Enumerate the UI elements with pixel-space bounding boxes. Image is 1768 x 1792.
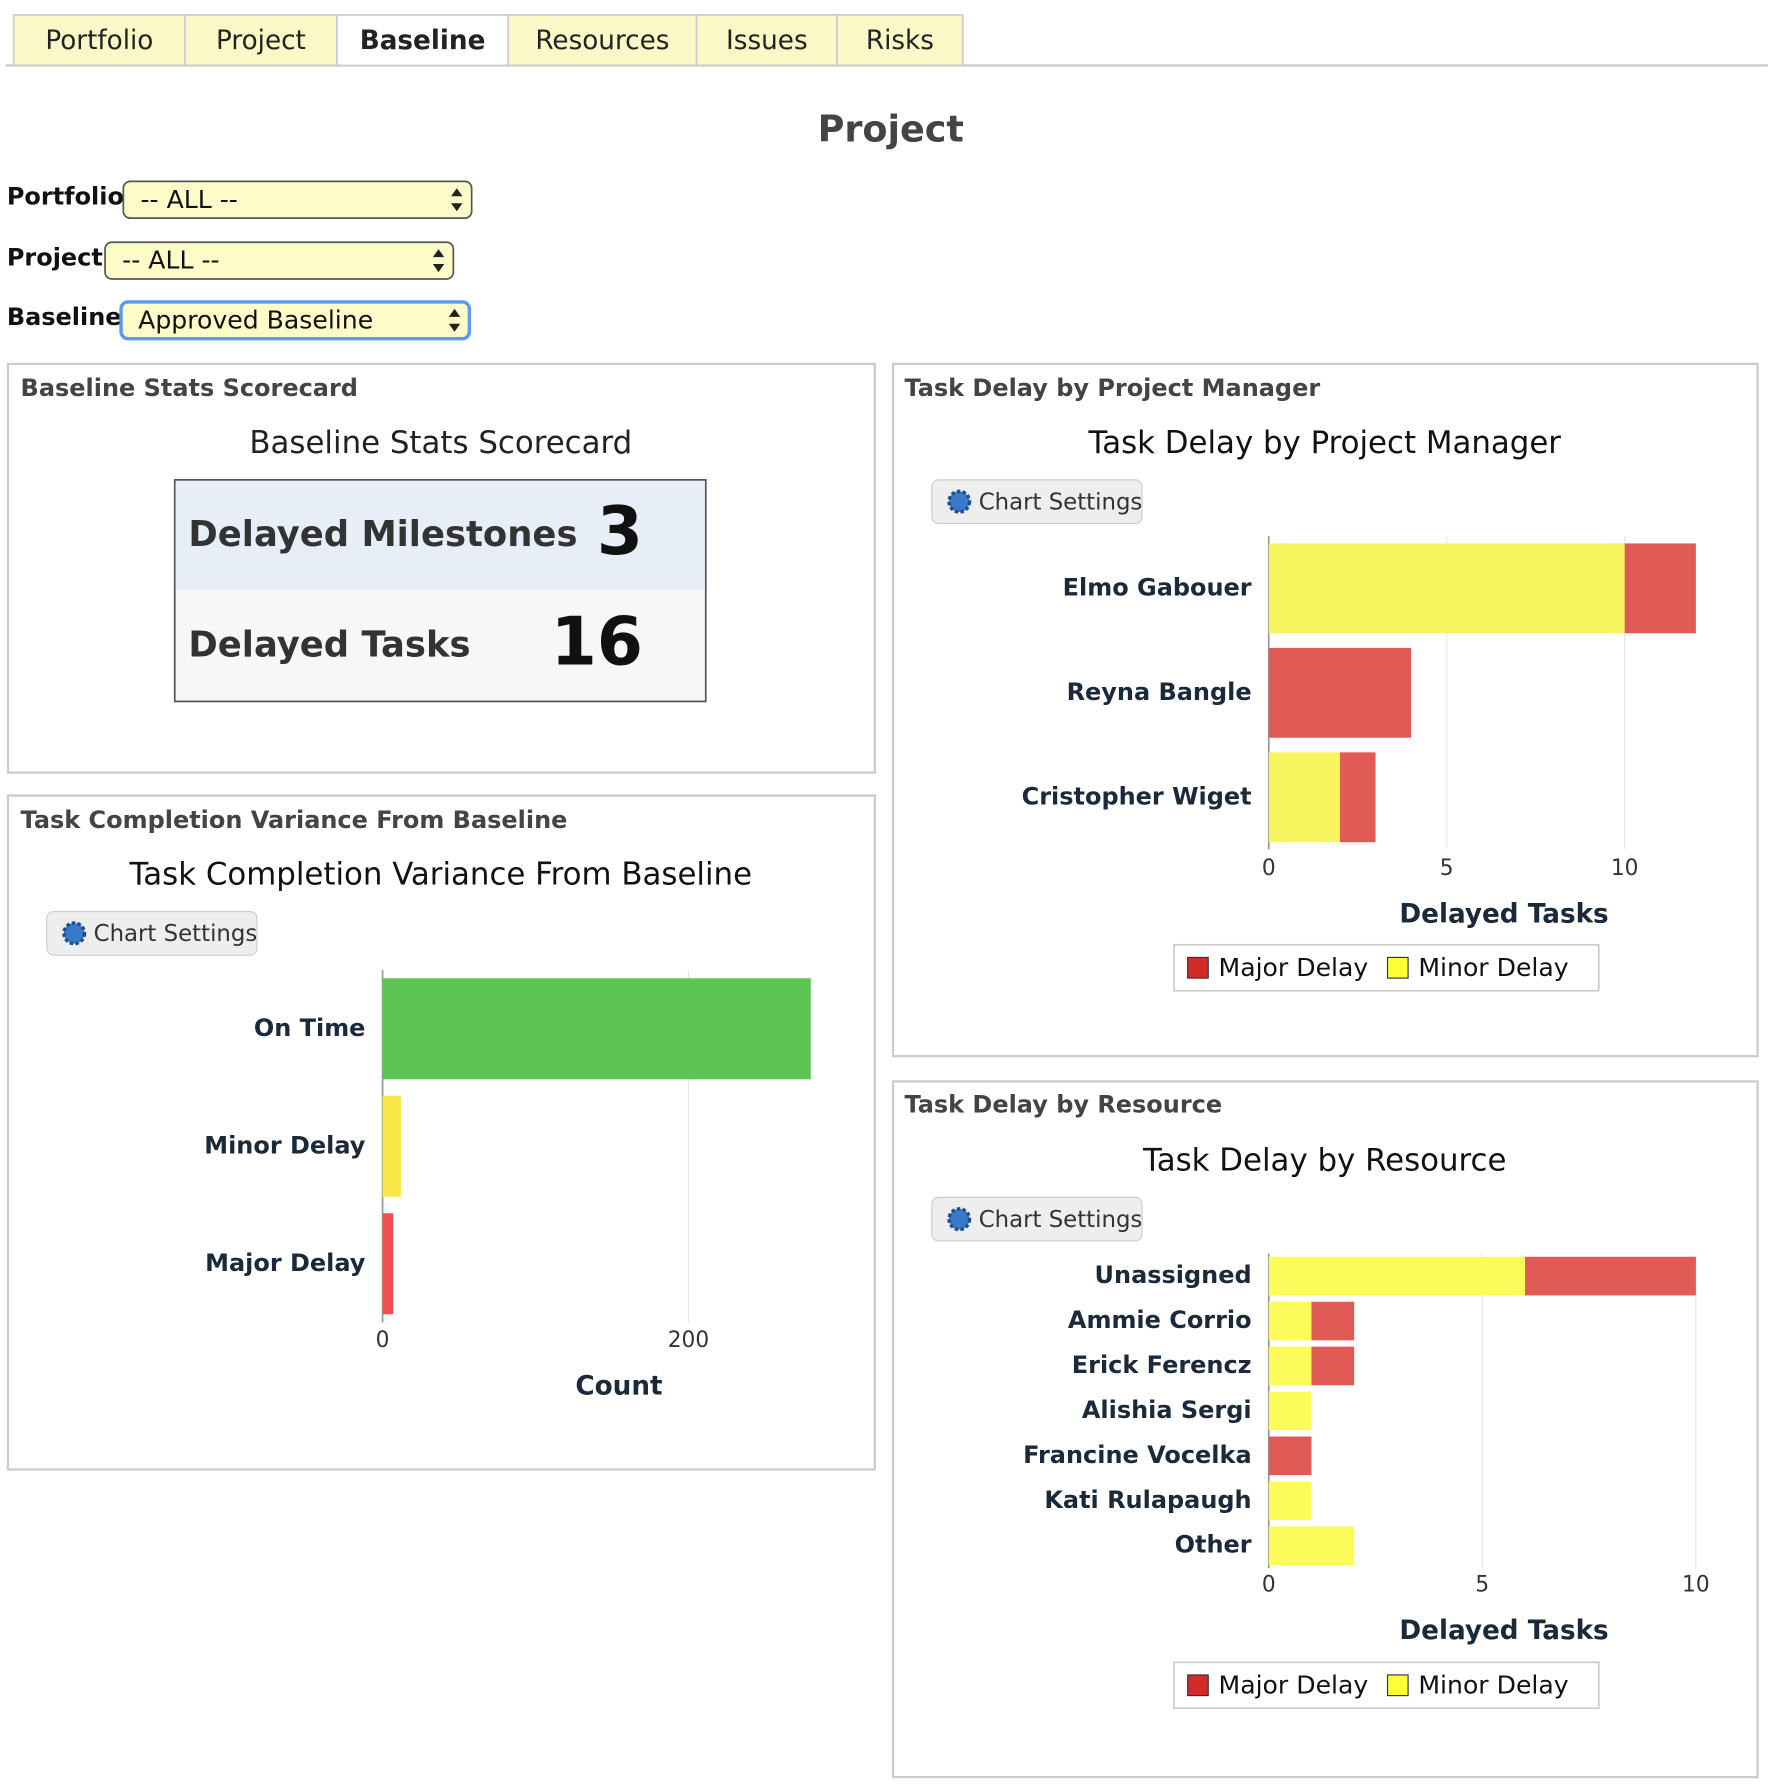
panel-title: Task Delay by Resource xyxy=(904,1090,1222,1118)
chart-title: Task Delay by Resource xyxy=(1142,1142,1506,1178)
panel-title: Task Delay by Project Manager xyxy=(904,374,1320,402)
tab-label[interactable]: Project xyxy=(216,26,306,56)
bar xyxy=(1268,1346,1312,1386)
select-value[interactable]: Approved Baseline xyxy=(138,305,373,334)
select-value[interactable]: -- ALL -- xyxy=(140,185,237,214)
tab-label[interactable]: Resources xyxy=(535,26,669,56)
y-tick-label: On Time xyxy=(254,1014,366,1042)
bar xyxy=(1268,543,1625,634)
x-tick-label: 200 xyxy=(668,1328,709,1353)
select-value[interactable]: -- ALL -- xyxy=(122,246,219,275)
legend xyxy=(1173,943,1600,992)
chart-title: Task Delay by Project Manager xyxy=(1087,425,1561,461)
x-tick-label: 0 xyxy=(1262,1572,1276,1597)
x-tick-label: 0 xyxy=(1262,856,1276,881)
bar xyxy=(1268,1436,1312,1476)
legend-swatch xyxy=(1187,956,1209,979)
x-axis-title: Delayed Tasks xyxy=(1399,899,1608,929)
select-arrows xyxy=(451,188,463,212)
y-tick-label: Reyna Bangle xyxy=(1067,678,1252,706)
bar xyxy=(1268,1481,1312,1521)
tab[interactable] xyxy=(836,14,964,67)
gear-icon[interactable] xyxy=(947,1207,972,1232)
x-axis-title: Count xyxy=(575,1371,662,1401)
x-tick-label: 5 xyxy=(1440,856,1454,881)
bar xyxy=(1268,752,1340,843)
panel xyxy=(6,794,876,1471)
y-tick-label: Francine Vocelka xyxy=(1023,1441,1251,1469)
bar xyxy=(1268,647,1412,738)
settings-label[interactable]: Chart Settings xyxy=(94,921,258,947)
x-axis-title: Delayed Tasks xyxy=(1399,1616,1608,1646)
select[interactable] xyxy=(104,241,455,280)
settings-button[interactable] xyxy=(931,479,1143,525)
panel-title: Task Completion Variance From Baseline xyxy=(21,806,568,834)
bar xyxy=(1525,1256,1696,1296)
gear-icon[interactable] xyxy=(62,921,87,946)
filter-label: Project xyxy=(7,243,103,271)
select[interactable] xyxy=(119,300,472,341)
y-tick-label: Ammie Corrio xyxy=(1068,1306,1252,1334)
bar xyxy=(1268,1391,1312,1431)
y-tick-label: Elmo Gabouer xyxy=(1063,573,1252,601)
bar xyxy=(1268,1301,1312,1341)
bar xyxy=(1624,543,1696,634)
settings-label[interactable]: Chart Settings xyxy=(979,1207,1143,1233)
bar xyxy=(382,1095,401,1197)
select-arrows xyxy=(448,308,461,332)
y-tick-label: Alishia Sergi xyxy=(1082,1396,1252,1424)
bar xyxy=(1268,1526,1355,1566)
bar xyxy=(1311,1301,1355,1341)
select[interactable] xyxy=(122,180,473,219)
tab-label[interactable]: Risks xyxy=(866,26,934,56)
bar xyxy=(382,978,811,1080)
scorecard-title: Baseline Stats Scorecard xyxy=(249,425,632,461)
x-tick-label: 0 xyxy=(376,1328,390,1353)
settings-button[interactable] xyxy=(931,1196,1143,1242)
chart-title: Task Completion Variance From Baseline xyxy=(129,856,753,892)
legend-swatch xyxy=(1386,956,1409,979)
page-title: Project xyxy=(818,107,964,150)
tab[interactable] xyxy=(695,14,838,67)
legend xyxy=(1173,1661,1600,1710)
settings-button[interactable] xyxy=(46,910,258,956)
x-tick-label: 5 xyxy=(1475,1572,1489,1597)
bar xyxy=(382,1213,394,1315)
tab-label[interactable]: Issues xyxy=(726,26,808,56)
settings-label[interactable]: Chart Settings xyxy=(979,489,1143,515)
x-tick-label: 10 xyxy=(1682,1572,1710,1597)
select-arrows xyxy=(432,249,445,273)
legend-swatch xyxy=(1187,1674,1209,1697)
y-tick-label: Minor Delay xyxy=(204,1131,366,1159)
y-tick-label: Kati Rulapaugh xyxy=(1044,1486,1251,1514)
filter-label: Baseline xyxy=(7,303,122,331)
bar xyxy=(1268,1256,1526,1296)
filter-label: Portfolio xyxy=(7,182,124,210)
gear-icon[interactable] xyxy=(947,489,972,514)
y-tick-label: Major Delay xyxy=(205,1249,366,1277)
scorecard-value: 16 xyxy=(551,602,643,680)
y-tick-label: Cristopher Wiget xyxy=(1022,782,1252,810)
y-tick-label: Unassigned xyxy=(1095,1261,1252,1289)
panel-title: Baseline Stats Scorecard xyxy=(21,374,358,402)
legend-label: Minor Delay xyxy=(1418,1670,1568,1699)
tab[interactable] xyxy=(184,14,338,67)
legend-label: Major Delay xyxy=(1219,953,1369,982)
scorecard-label: Delayed Tasks xyxy=(188,624,470,665)
tab-label[interactable]: Portfolio xyxy=(45,26,153,56)
tab-label[interactable]: Baseline xyxy=(360,26,486,56)
x-tick-label: 10 xyxy=(1611,856,1639,881)
y-tick-label: Erick Ferencz xyxy=(1072,1351,1252,1379)
legend-swatch xyxy=(1386,1674,1409,1697)
scorecard-value: 3 xyxy=(597,492,643,570)
legend-label: Major Delay xyxy=(1219,1670,1369,1699)
bar xyxy=(1311,1346,1355,1386)
legend-label: Minor Delay xyxy=(1418,953,1568,982)
scorecard-label: Delayed Milestones xyxy=(188,514,577,555)
bar xyxy=(1339,752,1376,843)
y-tick-label: Other xyxy=(1175,1531,1252,1559)
scorecard-row xyxy=(175,481,705,591)
